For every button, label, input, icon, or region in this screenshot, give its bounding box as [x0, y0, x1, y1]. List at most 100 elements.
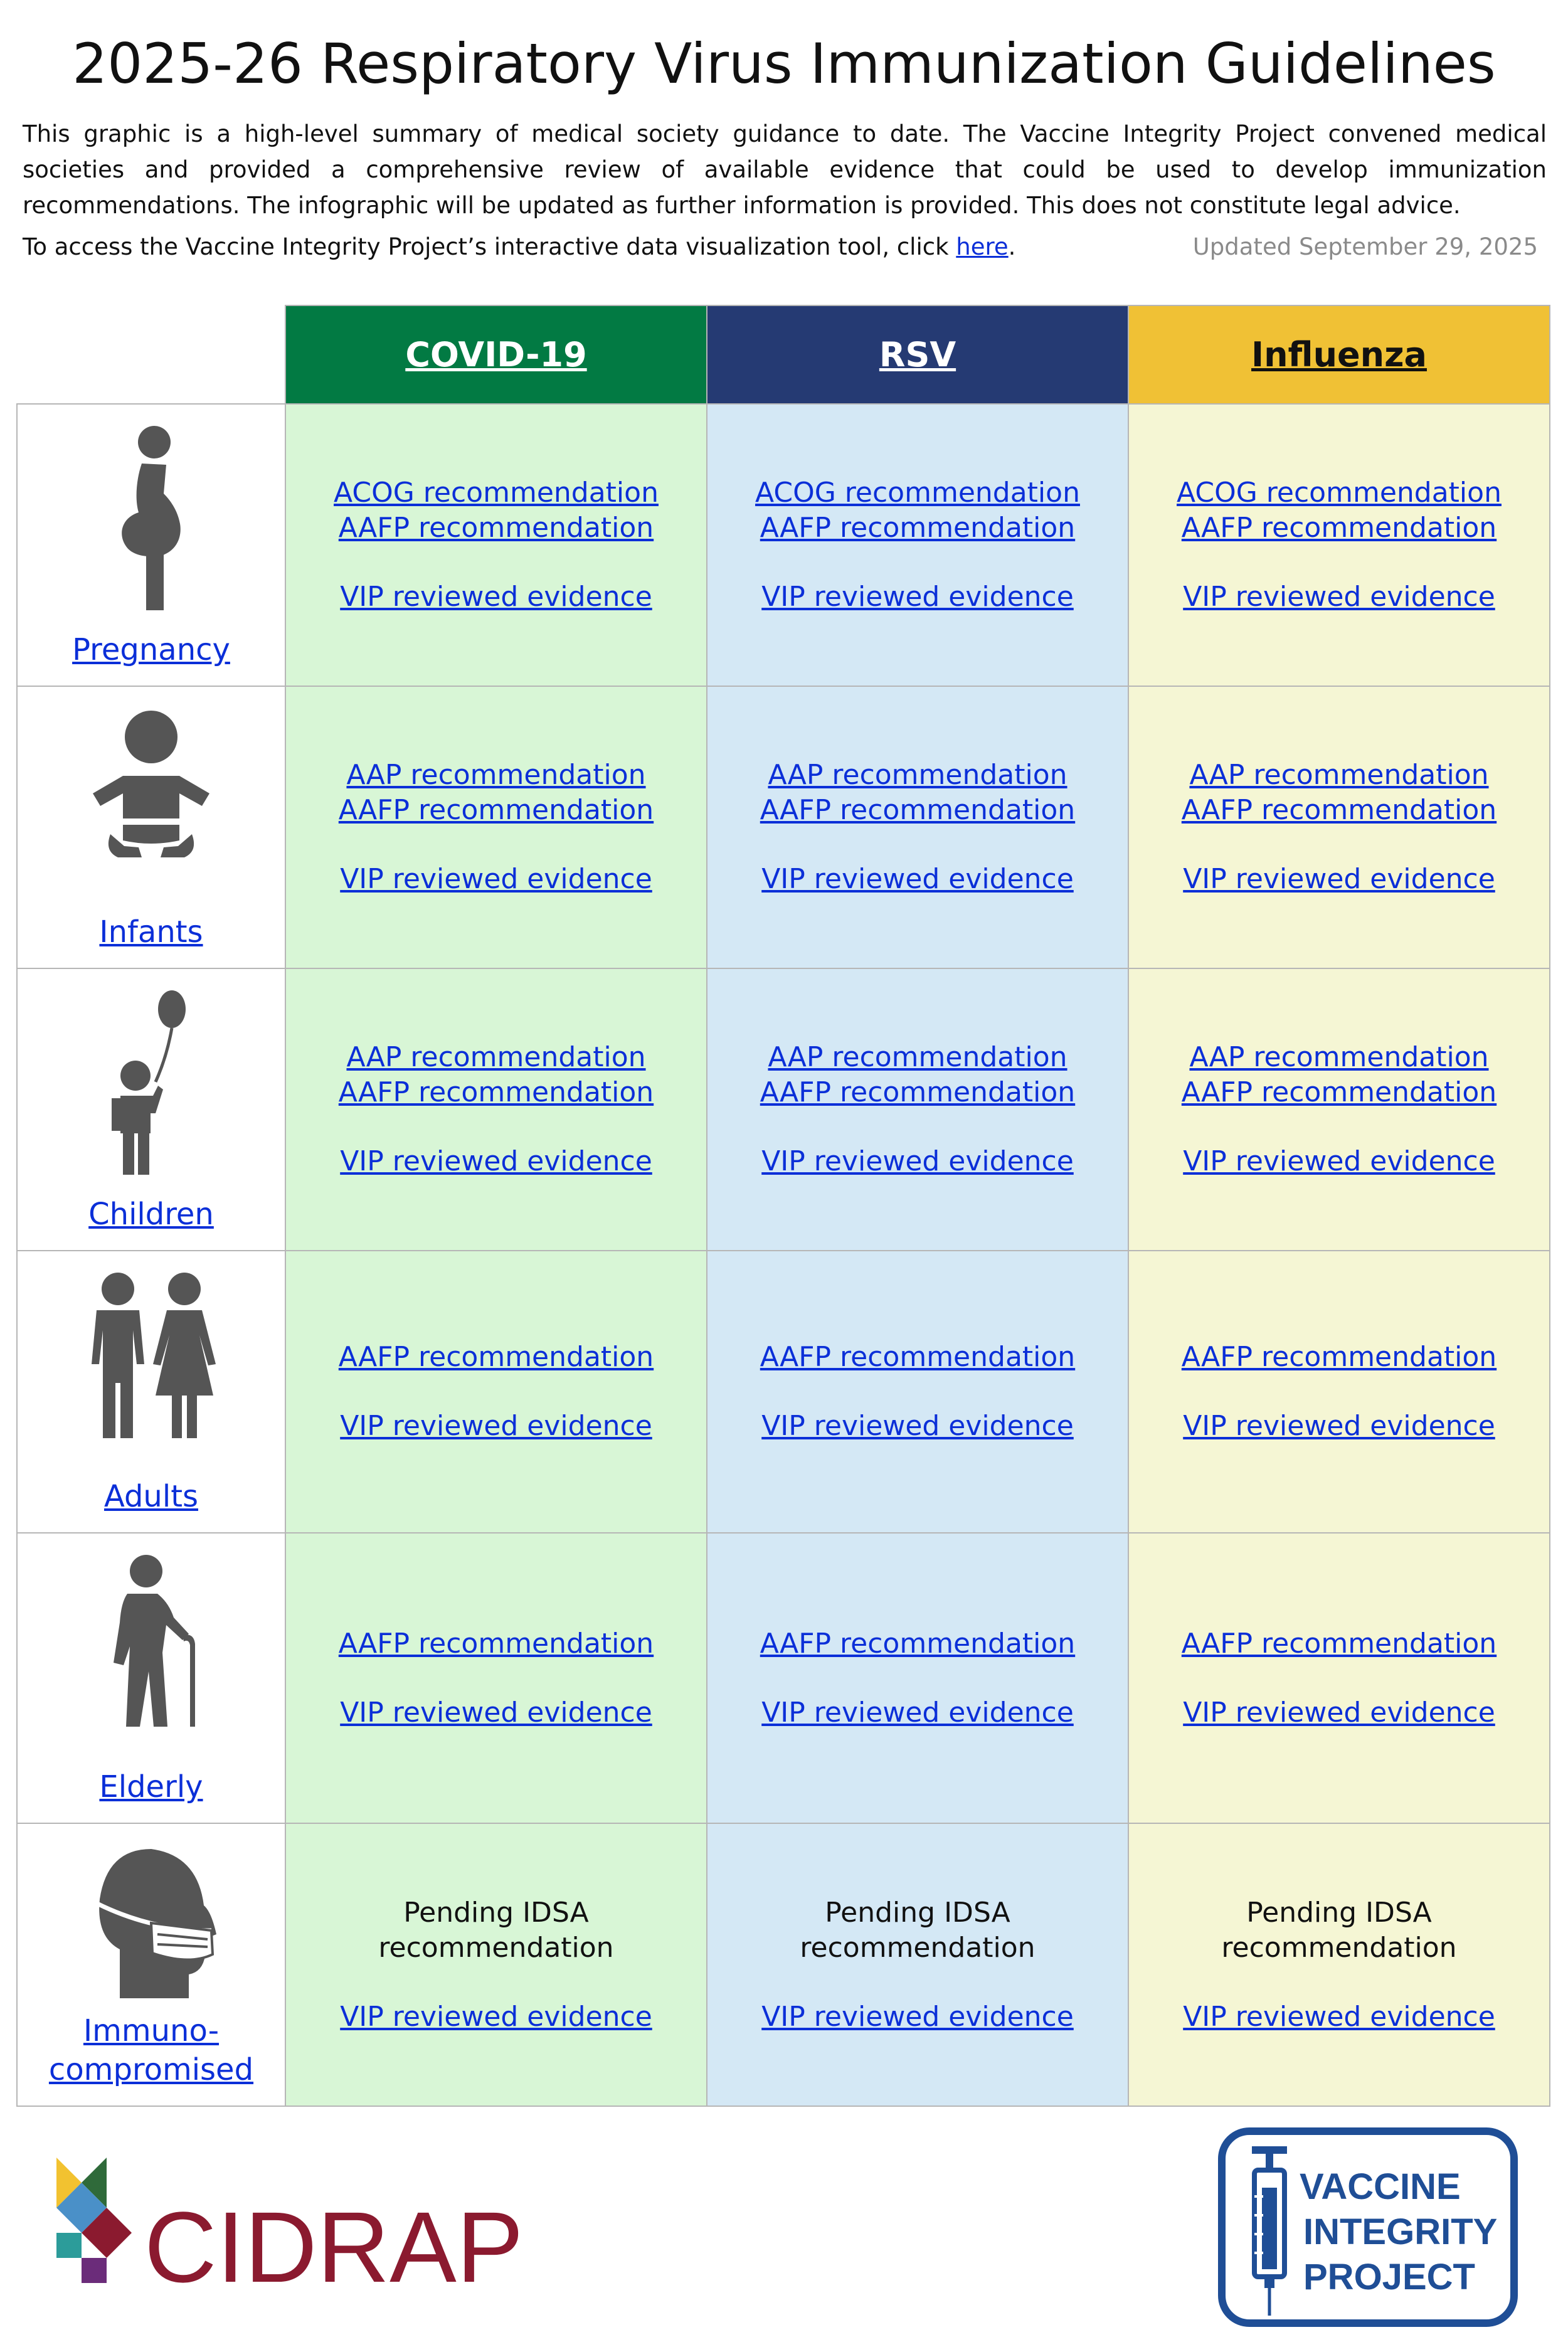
aafp-recommendation-link[interactable]: AAFP recommendation	[760, 1341, 1076, 1373]
vip-evidence-link[interactable]: VIP reviewed evidence	[1183, 581, 1495, 613]
row-label-immunocompromised[interactable]: Immuno-compromised	[49, 2011, 253, 2089]
updated-date: Updated September 29, 2025	[1192, 233, 1538, 260]
acog-recommendation-link[interactable]: ACOG recommendation	[1177, 477, 1502, 509]
vip-wordmark-line3: PROJECT	[1303, 2257, 1475, 2297]
cell-children-influenza: AAP recommendation AAFP recommendation V…	[1128, 968, 1550, 1251]
pregnant-woman-icon	[122, 426, 181, 610]
aafp-recommendation-link[interactable]: AAFP recommendation	[1181, 1341, 1497, 1373]
vip-evidence-link[interactable]: VIP reviewed evidence	[761, 1145, 1074, 1177]
column-header-covid[interactable]: COVID-19	[285, 305, 707, 405]
aafp-recommendation-link[interactable]: AAFP recommendation	[338, 512, 654, 544]
aafp-recommendation-link[interactable]: AAFP recommendation	[338, 1627, 654, 1660]
aap-recommendation-link[interactable]: AAP recommendation	[346, 1041, 646, 1073]
row-label-children[interactable]: Children	[88, 1197, 214, 1232]
cell-pregnancy-influenza: ACOG recommendation AAFP recommendation …	[1128, 403, 1550, 687]
aafp-recommendation-link[interactable]: AAFP recommendation	[338, 794, 654, 826]
page-title: 2025-26 Respiratory Virus Immunization G…	[72, 31, 1496, 96]
cell-elderly-influenza: AAFP recommendation VIP reviewed evidenc…	[1128, 1532, 1550, 1824]
acog-recommendation-link[interactable]: ACOG recommendation	[334, 477, 659, 509]
cell-infants-covid: AAP recommendation AAFP recommendation V…	[285, 686, 707, 969]
access-suffix: .	[1008, 233, 1016, 260]
row-header-children: Children	[16, 968, 286, 1251]
row-header-pregnancy: Pregnancy	[16, 403, 286, 687]
pending-idsa-text: Pending IDSA	[403, 1896, 589, 1929]
aafp-recommendation-link[interactable]: AAFP recommendation	[338, 1076, 654, 1108]
vip-wordmark-line1: VACCINE	[1300, 2166, 1461, 2207]
aap-recommendation-link[interactable]: AAP recommendation	[1189, 759, 1489, 791]
cell-infants-rsv: AAP recommendation AAFP recommendation V…	[706, 686, 1129, 969]
child-with-balloon-icon	[112, 990, 186, 1175]
cell-adults-covid: AAFP recommendation VIP reviewed evidenc…	[285, 1250, 707, 1534]
aafp-recommendation-link[interactable]: AAFP recommendation	[760, 1627, 1076, 1660]
aap-recommendation-link[interactable]: AAP recommendation	[346, 759, 646, 791]
vip-wordmark-line2: INTEGRITY	[1303, 2212, 1497, 2252]
row-label-infants[interactable]: Infants	[99, 914, 203, 950]
aap-recommendation-link[interactable]: AAP recommendation	[768, 759, 1067, 791]
aafp-recommendation-link[interactable]: AAFP recommendation	[338, 1341, 654, 1373]
cell-adults-rsv: AAFP recommendation VIP reviewed evidenc…	[706, 1250, 1129, 1534]
here-link[interactable]: here	[956, 233, 1009, 260]
guidelines-table: COVID-19 RSV Influenza Pregnancy ACOG re…	[16, 305, 1550, 2107]
cell-elderly-rsv: AAFP recommendation VIP reviewed evidenc…	[706, 1532, 1129, 1824]
aafp-recommendation-link[interactable]: AAFP recommendation	[1181, 1627, 1497, 1660]
pending-idsa-text: Pending IDSA	[1246, 1896, 1432, 1929]
aafp-recommendation-link[interactable]: AAFP recommendation	[760, 512, 1076, 544]
cell-elderly-covid: AAFP recommendation VIP reviewed evidenc…	[285, 1532, 707, 1824]
row-label-immuno-line2: compromised	[48, 2052, 254, 2087]
row-header-adults: Adults	[16, 1250, 286, 1534]
row-label-elderly[interactable]: Elderly	[99, 1769, 203, 1804]
vip-evidence-link[interactable]: VIP reviewed evidence	[1183, 1696, 1495, 1729]
vip-evidence-link[interactable]: VIP reviewed evidence	[1183, 1410, 1495, 1442]
intro-paragraph: This graphic is a high-level summary of …	[23, 120, 1547, 219]
acog-recommendation-link[interactable]: ACOG recommendation	[755, 477, 1080, 509]
cell-immunocompromised-influenza: Pending IDSA recommendation VIP reviewed…	[1128, 1823, 1550, 2107]
row-label-adults[interactable]: Adults	[103, 1479, 199, 1514]
aafp-recommendation-link[interactable]: AAFP recommendation	[1181, 1076, 1497, 1108]
aap-recommendation-link[interactable]: AAP recommendation	[768, 1041, 1067, 1073]
vip-evidence-link[interactable]: VIP reviewed evidence	[340, 863, 652, 895]
row-label-pregnancy[interactable]: Pregnancy	[72, 632, 230, 667]
aafp-recommendation-link[interactable]: AAFP recommendation	[1181, 794, 1497, 826]
row-header-infants: Infants	[16, 686, 286, 969]
cell-immunocompromised-rsv: Pending IDSA recommendation VIP reviewed…	[706, 1823, 1129, 2107]
aafp-recommendation-link[interactable]: AAFP recommendation	[760, 794, 1076, 826]
aafp-recommendation-link[interactable]: AAFP recommendation	[1181, 512, 1497, 544]
vip-evidence-link[interactable]: VIP reviewed evidence	[340, 2000, 652, 2033]
row-header-elderly: Elderly	[16, 1532, 286, 1824]
column-header-rsv[interactable]: RSV	[706, 305, 1129, 405]
vip-evidence-link[interactable]: VIP reviewed evidence	[340, 1696, 652, 1729]
vip-evidence-link[interactable]: VIP reviewed evidence	[1183, 2000, 1495, 2033]
cell-children-covid: AAP recommendation AAFP recommendation V…	[285, 968, 707, 1251]
column-header-influenza[interactable]: Influenza	[1128, 305, 1550, 405]
vip-evidence-link[interactable]: VIP reviewed evidence	[761, 1410, 1074, 1442]
baby-icon	[93, 711, 209, 857]
person-with-mask-icon	[95, 1849, 216, 1998]
vip-evidence-link[interactable]: VIP reviewed evidence	[761, 581, 1074, 613]
vip-evidence-link[interactable]: VIP reviewed evidence	[1183, 1145, 1495, 1177]
vip-evidence-link[interactable]: VIP reviewed evidence	[761, 863, 1074, 895]
cidrap-wordmark: CIDRAP	[144, 2191, 524, 2302]
aap-recommendation-link[interactable]: AAP recommendation	[1189, 1041, 1489, 1073]
vip-evidence-link[interactable]: VIP reviewed evidence	[761, 2000, 1074, 2033]
cell-adults-influenza: AAFP recommendation VIP reviewed evidenc…	[1128, 1250, 1550, 1534]
cell-infants-influenza: AAP recommendation AAFP recommendation V…	[1128, 686, 1550, 969]
pending-recommendation-text: recommendation	[800, 1931, 1036, 1964]
cell-immunocompromised-covid: Pending IDSA recommendation VIP reviewed…	[285, 1823, 707, 2107]
vip-logo: VACCINE INTEGRITY PROJECT	[1218, 2127, 1518, 2327]
access-prefix: To access the Vaccine Integrity Project’…	[23, 233, 956, 260]
vip-evidence-link[interactable]: VIP reviewed evidence	[761, 1696, 1074, 1729]
cell-children-rsv: AAP recommendation AAFP recommendation V…	[706, 968, 1129, 1251]
vip-evidence-link[interactable]: VIP reviewed evidence	[340, 1145, 652, 1177]
pending-recommendation-text: recommendation	[1221, 1931, 1457, 1964]
vip-evidence-link[interactable]: VIP reviewed evidence	[1183, 863, 1495, 895]
pending-recommendation-text: recommendation	[378, 1931, 614, 1964]
cell-pregnancy-rsv: ACOG recommendation AAFP recommendation …	[706, 403, 1129, 687]
vip-evidence-link[interactable]: VIP reviewed evidence	[340, 581, 652, 613]
aafp-recommendation-link[interactable]: AAFP recommendation	[760, 1076, 1076, 1108]
vip-evidence-link[interactable]: VIP reviewed evidence	[340, 1410, 652, 1442]
access-line: To access the Vaccine Integrity Project’…	[23, 233, 1015, 260]
cell-pregnancy-covid: ACOG recommendation AAFP recommendation …	[285, 403, 707, 687]
row-header-immunocompromised: Immuno-compromised	[16, 1823, 286, 2107]
cidrap-logo: CIDRAP	[56, 2158, 524, 2302]
adult-couple-icon	[92, 1273, 216, 1438]
